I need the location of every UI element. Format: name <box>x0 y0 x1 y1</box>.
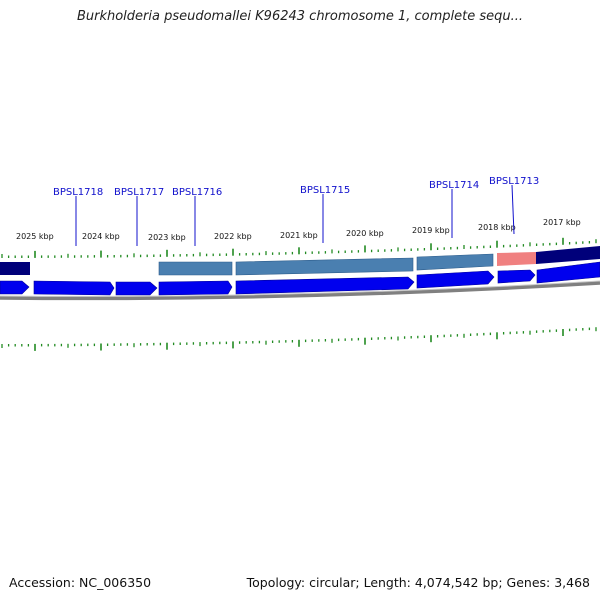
backbone-line <box>0 281 600 301</box>
accession-label: Accession: NC_006350 <box>9 575 152 590</box>
gene-arrow-8[interactable] <box>536 261 600 284</box>
gene-arrow-BPSL1713[interactable] <box>497 269 536 284</box>
scale-labels: 2025 kbp 2024 kbp 2023 kbp 2022 kbp 2021… <box>16 218 581 242</box>
scale-label-2020: 2020 kbp <box>346 229 384 238</box>
scale-label-2024: 2024 kbp <box>82 232 120 241</box>
gene-labels: BPSL1718 BPSL1717 BPSL1716 BPSL1715 BPSL… <box>53 176 539 246</box>
gene-arrow-BPSL1716[interactable] <box>158 280 233 296</box>
map-title: Burkholderia pseudomallei K96243 chromos… <box>76 9 524 24</box>
gene-arrow-BPSL1718[interactable] <box>33 280 115 296</box>
scale-ticks-outer <box>1 237 597 258</box>
genome-summary: Topology: circular; Length: 4,074,542 bp… <box>246 575 590 590</box>
gene-label-BPSL1716[interactable]: BPSL1716 <box>172 187 222 198</box>
feature-pink[interactable] <box>497 252 536 266</box>
gene-arrow-1[interactable] <box>0 280 30 295</box>
gene-label-BPSL1715[interactable]: BPSL1715 <box>300 185 350 196</box>
backbone <box>0 280 600 301</box>
feature-steel-2[interactable] <box>235 257 414 276</box>
feature-steel-1[interactable] <box>158 261 233 276</box>
feature-navy-right[interactable] <box>536 246 600 264</box>
gene-label-BPSL1718[interactable]: BPSL1718 <box>53 187 103 198</box>
gene-arrow-BPSL1714[interactable] <box>416 270 495 289</box>
scale-label-2023: 2023 kbp <box>148 233 186 242</box>
gene-label-BPSL1713[interactable]: BPSL1713 <box>489 176 539 187</box>
scale-label-2017: 2017 kbp <box>543 218 581 227</box>
gene-label-line-BPSL1713 <box>511 184 515 235</box>
gene-arrow-track <box>0 261 600 296</box>
scale-label-2019: 2019 kbp <box>412 226 450 235</box>
scale-label-2018: 2018 kbp <box>478 223 516 232</box>
gene-label-BPSL1717[interactable]: BPSL1717 <box>114 187 164 198</box>
backbone-highlight <box>0 280 600 297</box>
gene-arrow-BPSL1717[interactable] <box>115 281 158 296</box>
feature-steel-3[interactable] <box>416 253 494 271</box>
gene-arrow-BPSL1715[interactable] <box>235 276 415 295</box>
scale-ticks-inner <box>1 327 597 351</box>
scale-label-2025: 2025 kbp <box>16 232 54 241</box>
feature-navy-left[interactable] <box>0 262 30 275</box>
scale-label-2021: 2021 kbp <box>280 231 318 240</box>
gene-label-BPSL1714[interactable]: BPSL1714 <box>429 180 479 191</box>
feature-track <box>0 246 600 276</box>
scale-label-2022: 2022 kbp <box>214 232 252 241</box>
